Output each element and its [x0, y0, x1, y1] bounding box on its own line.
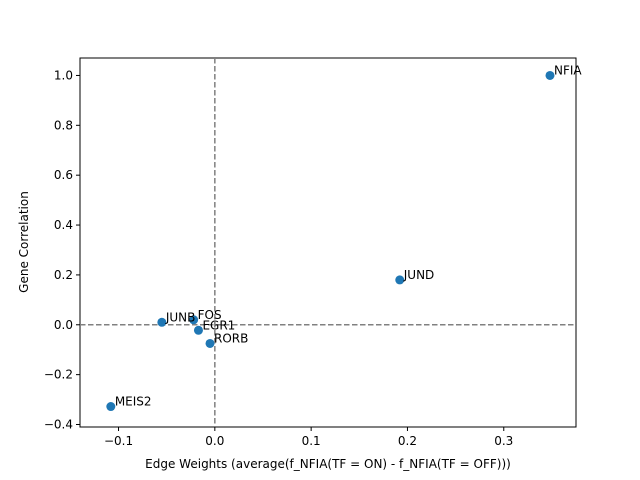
x-tick-label: 0.2: [398, 434, 417, 448]
y-axis-ticks: −0.4 −0.2 0.0 0.2 0.4 0.6 0.8 1.0: [44, 68, 80, 432]
y-tick-label: −0.2: [44, 368, 73, 382]
point-label-rorb: RORB: [214, 331, 248, 345]
data-point-jund: [395, 275, 405, 285]
x-tick-label: −0.1: [104, 434, 133, 448]
point-label-egr1: EGR1: [202, 318, 235, 332]
data-points: [106, 70, 555, 412]
plot-area: [79, 57, 577, 428]
x-tick-label: 0.1: [302, 434, 321, 448]
point-label-jund: JUND: [403, 268, 435, 282]
y-tick-label: 0.2: [54, 268, 73, 282]
plot-frame: [79, 57, 577, 428]
point-label-nfia: NFIA: [554, 63, 582, 77]
data-point-fos: [189, 315, 199, 325]
y-tick-label: 0.0: [54, 318, 73, 332]
data-point-rorb: [205, 338, 215, 348]
point-label-junb: JUNB: [165, 310, 196, 324]
y-tick-label: 0.8: [54, 118, 73, 132]
y-tick-label: 1.0: [54, 68, 73, 82]
reference-lines: [80, 58, 576, 427]
x-tick-label: 0.0: [205, 434, 224, 448]
point-label-meis2: MEIS2: [115, 395, 152, 409]
x-axis-ticks: −0.1 0.0 0.1 0.2 0.3: [104, 427, 513, 448]
data-point-nfia: [545, 70, 555, 80]
y-tick-label: −0.4: [44, 418, 73, 432]
y-axis-label: Gene Correlation: [17, 191, 31, 293]
data-point-junb: [157, 317, 167, 327]
y-tick-label: 0.4: [54, 218, 73, 232]
x-axis-label: Edge Weights (average(f_NFIA(TF = ON) - …: [145, 457, 511, 471]
data-point-egr1: [193, 325, 203, 335]
point-label-fos: FOS: [198, 308, 222, 322]
y-tick-label: 0.6: [54, 168, 73, 182]
x-tick-label: 0.3: [494, 434, 513, 448]
data-point-meis2: [106, 402, 116, 412]
